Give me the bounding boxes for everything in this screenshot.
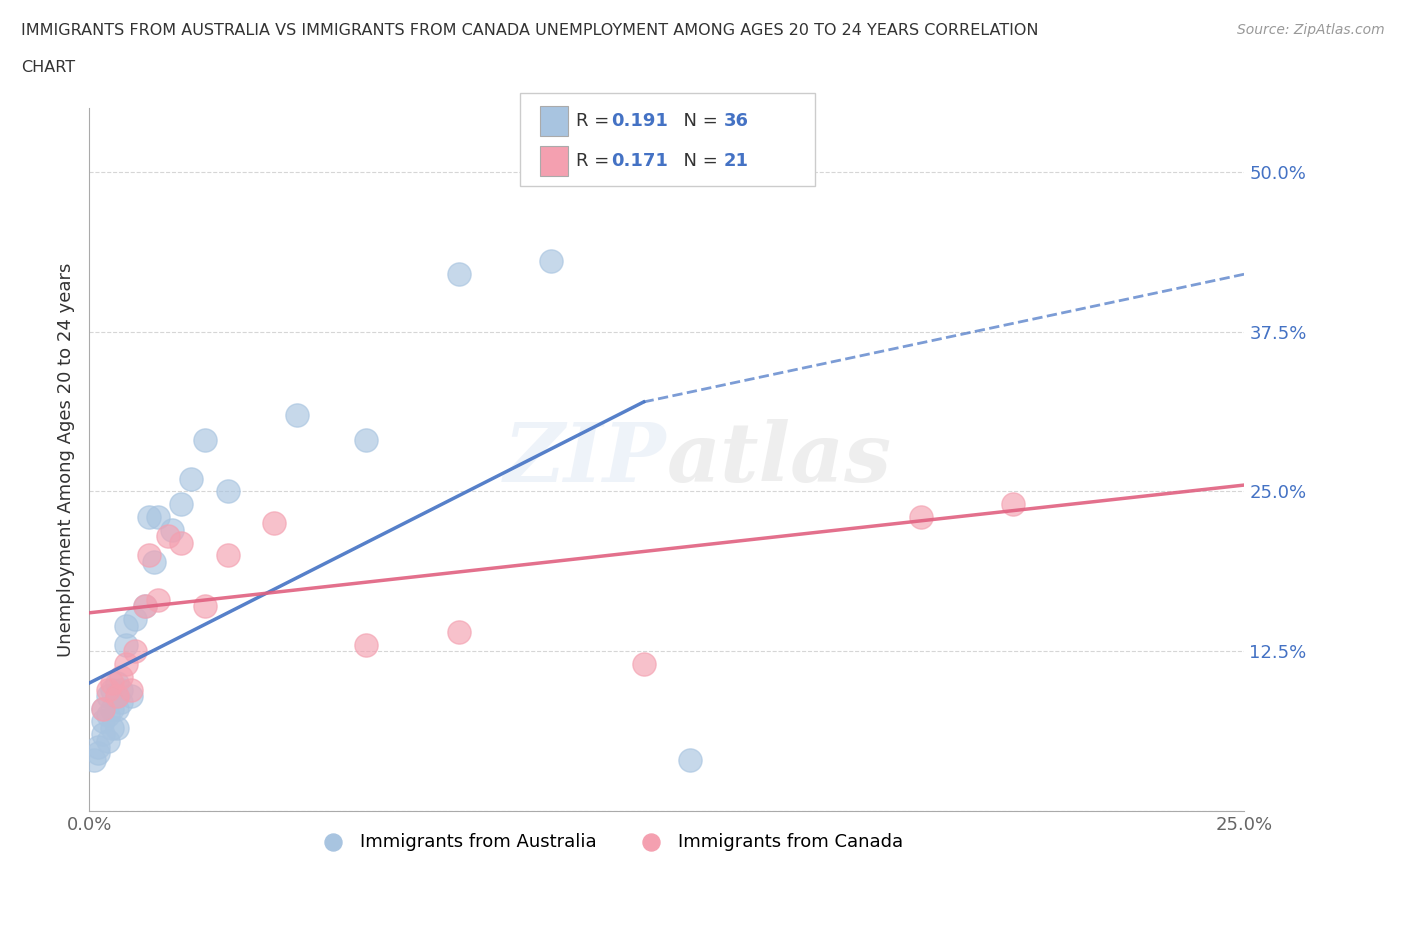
Point xyxy=(170,535,193,550)
Text: 36: 36 xyxy=(724,112,749,130)
Point xyxy=(217,484,239,498)
Point xyxy=(105,721,128,736)
Legend: Immigrants from Australia, Immigrants from Canada: Immigrants from Australia, Immigrants fr… xyxy=(308,826,910,858)
Point xyxy=(679,752,702,767)
Point xyxy=(447,625,470,640)
Point xyxy=(96,682,118,697)
Point xyxy=(87,739,110,754)
Point xyxy=(356,637,378,652)
Point xyxy=(540,254,562,269)
Point xyxy=(110,682,132,697)
Point xyxy=(115,637,138,652)
Point xyxy=(633,657,655,671)
Point xyxy=(105,676,128,691)
Point xyxy=(124,612,146,627)
Point xyxy=(96,688,118,703)
Point xyxy=(194,432,217,447)
Point xyxy=(87,746,110,761)
Point xyxy=(170,497,193,512)
Text: ZIP: ZIP xyxy=(505,419,666,499)
Point xyxy=(134,599,156,614)
Text: N =: N = xyxy=(672,112,724,130)
Point xyxy=(101,721,124,736)
Point xyxy=(115,657,138,671)
Point xyxy=(91,714,114,729)
Point xyxy=(447,267,470,282)
Point xyxy=(194,599,217,614)
Point xyxy=(263,516,285,531)
Point xyxy=(101,701,124,716)
Text: R =: R = xyxy=(576,152,616,170)
Text: atlas: atlas xyxy=(666,419,891,499)
Point xyxy=(91,701,114,716)
Text: IMMIGRANTS FROM AUSTRALIA VS IMMIGRANTS FROM CANADA UNEMPLOYMENT AMONG AGES 20 T: IMMIGRANTS FROM AUSTRALIA VS IMMIGRANTS … xyxy=(21,23,1039,38)
Text: Source: ZipAtlas.com: Source: ZipAtlas.com xyxy=(1237,23,1385,37)
Point xyxy=(91,727,114,742)
Point xyxy=(96,733,118,748)
Point xyxy=(138,548,160,563)
Point xyxy=(101,676,124,691)
Point xyxy=(148,510,170,525)
Point xyxy=(120,682,142,697)
Point xyxy=(134,599,156,614)
Text: N =: N = xyxy=(672,152,724,170)
Point xyxy=(285,407,308,422)
Point xyxy=(105,688,128,703)
Text: CHART: CHART xyxy=(21,60,75,75)
Point xyxy=(356,432,378,447)
Point xyxy=(115,618,138,633)
Point xyxy=(96,708,118,723)
Point xyxy=(142,554,165,569)
Text: R =: R = xyxy=(576,112,616,130)
Point xyxy=(162,523,184,538)
Point xyxy=(1002,497,1025,512)
Point xyxy=(110,670,132,684)
Point xyxy=(91,701,114,716)
Point xyxy=(180,472,202,486)
Point xyxy=(101,682,124,697)
Point xyxy=(105,701,128,716)
Point xyxy=(105,688,128,703)
Point xyxy=(120,688,142,703)
Y-axis label: Unemployment Among Ages 20 to 24 years: Unemployment Among Ages 20 to 24 years xyxy=(58,262,75,657)
Point xyxy=(910,510,932,525)
Text: 0.171: 0.171 xyxy=(612,152,668,170)
Text: 21: 21 xyxy=(724,152,749,170)
Point xyxy=(124,644,146,658)
Point xyxy=(138,510,160,525)
Text: 0.191: 0.191 xyxy=(612,112,668,130)
Point xyxy=(217,548,239,563)
Point xyxy=(83,752,105,767)
Point xyxy=(110,695,132,710)
Point xyxy=(148,592,170,607)
Point xyxy=(156,529,179,544)
